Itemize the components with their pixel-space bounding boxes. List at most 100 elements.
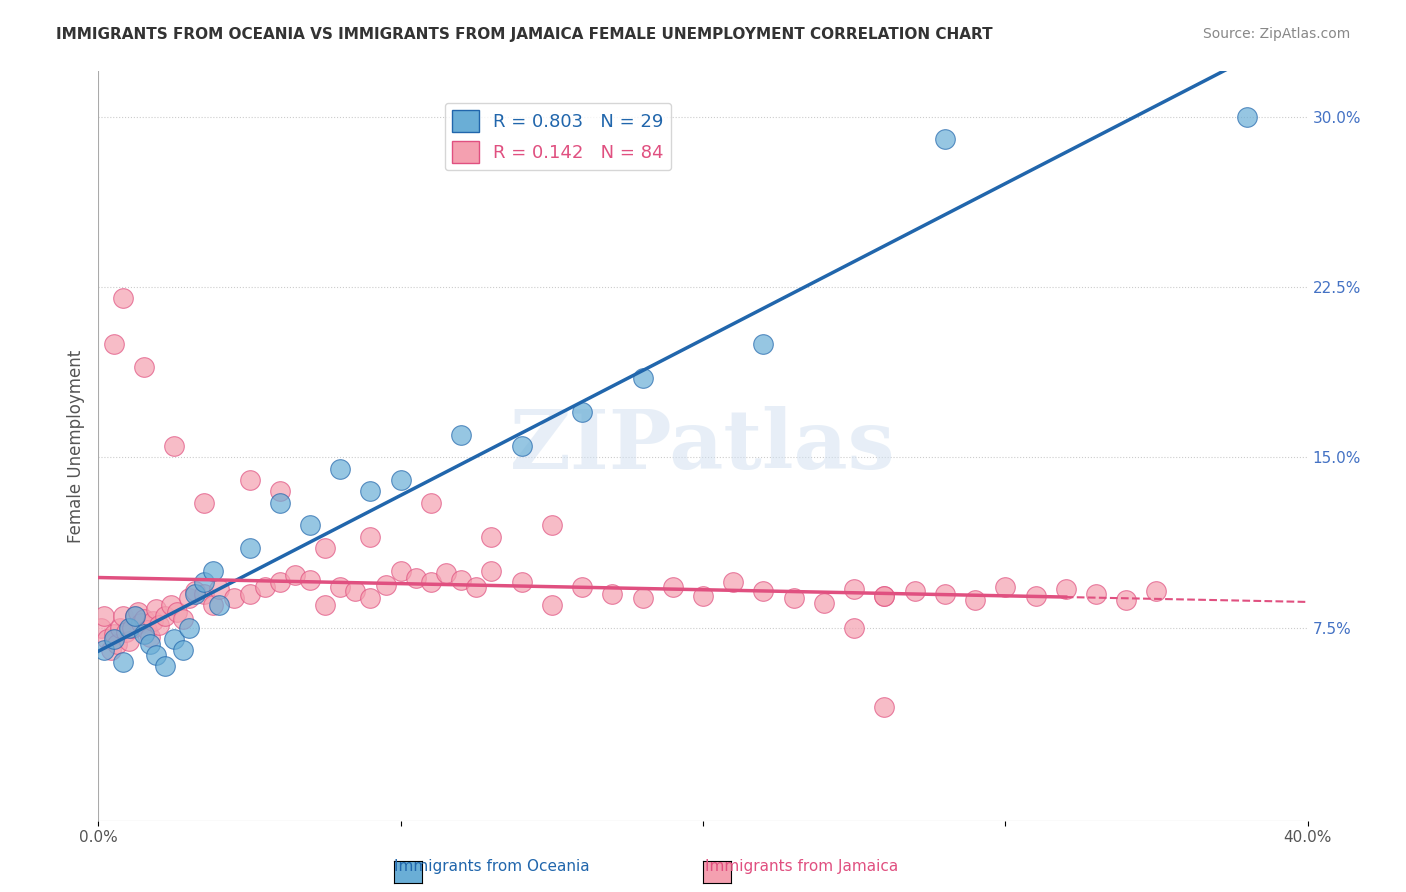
Point — [602, 586, 624, 600]
Point — [239, 473, 262, 487]
Point — [208, 598, 231, 612]
Point — [121, 621, 143, 635]
Point — [299, 573, 322, 587]
Point — [108, 621, 131, 635]
Point — [90, 621, 112, 635]
Text: IMMIGRANTS FROM OCEANIA VS IMMIGRANTS FROM JAMAICA FEMALE UNEMPLOYMENT CORRELATI: IMMIGRANTS FROM OCEANIA VS IMMIGRANTS FR… — [56, 27, 993, 42]
Point — [540, 518, 562, 533]
Point — [163, 632, 186, 646]
Point — [405, 571, 427, 585]
Point — [139, 636, 162, 650]
Text: Source: ZipAtlas.com: Source: ZipAtlas.com — [1202, 27, 1350, 41]
Point — [172, 643, 194, 657]
Point — [873, 589, 896, 603]
Point — [1236, 110, 1258, 124]
Point — [374, 577, 396, 591]
Point — [965, 593, 987, 607]
Point — [314, 541, 336, 556]
Point — [193, 575, 215, 590]
Point — [132, 627, 155, 641]
Point — [105, 636, 128, 650]
Point — [510, 575, 533, 590]
Point — [1054, 582, 1077, 596]
Point — [139, 630, 162, 644]
Legend: R = 0.803   N = 29, R = 0.142   N = 84: R = 0.803 N = 29, R = 0.142 N = 84 — [444, 103, 671, 170]
Point — [103, 627, 125, 641]
Point — [224, 591, 246, 606]
Point — [111, 655, 134, 669]
Point — [481, 530, 503, 544]
Point — [360, 530, 382, 544]
Point — [783, 591, 806, 606]
Point — [631, 591, 654, 606]
Point — [193, 586, 215, 600]
Point — [172, 611, 194, 625]
Point — [118, 621, 141, 635]
Point — [103, 632, 125, 646]
Point — [114, 625, 136, 640]
Point — [934, 586, 956, 600]
Point — [202, 564, 225, 578]
Point — [329, 580, 352, 594]
Point — [873, 700, 896, 714]
Point — [179, 591, 201, 606]
Point — [166, 605, 188, 619]
Point — [571, 405, 593, 419]
Point — [148, 618, 170, 632]
Point — [103, 336, 125, 351]
Point — [269, 484, 291, 499]
Point — [132, 359, 155, 374]
Point — [269, 575, 291, 590]
Point — [145, 648, 167, 662]
Point — [124, 609, 146, 624]
Point — [93, 609, 115, 624]
Point — [132, 611, 155, 625]
Point — [111, 609, 134, 624]
Point — [450, 427, 472, 442]
Point — [434, 566, 457, 581]
Point — [752, 584, 775, 599]
Point — [100, 643, 122, 657]
Point — [344, 584, 367, 599]
Point — [1024, 589, 1046, 603]
Point — [314, 598, 336, 612]
Point — [540, 598, 562, 612]
Point — [145, 602, 167, 616]
Point — [360, 484, 382, 499]
Point — [135, 623, 157, 637]
Point — [184, 586, 207, 600]
Point — [160, 598, 183, 612]
Point — [481, 564, 503, 578]
Point — [124, 609, 146, 624]
Point — [844, 582, 866, 596]
Point — [465, 580, 488, 594]
Point — [994, 580, 1017, 594]
Point — [450, 573, 472, 587]
Point — [571, 580, 593, 594]
Text: Immigrants from Oceania: Immigrants from Oceania — [394, 859, 591, 874]
Point — [153, 609, 176, 624]
Text: ZIPatlas: ZIPatlas — [510, 406, 896, 486]
Point — [239, 586, 262, 600]
Point — [420, 575, 443, 590]
Point — [389, 564, 412, 578]
Point — [844, 621, 866, 635]
Point — [111, 292, 134, 306]
Point — [1085, 586, 1108, 600]
Point — [127, 605, 149, 619]
Point — [163, 439, 186, 453]
Point — [253, 580, 276, 594]
Point — [142, 614, 165, 628]
Point — [631, 371, 654, 385]
Point — [661, 580, 683, 594]
Point — [873, 589, 896, 603]
Point — [193, 496, 215, 510]
Text: Immigrants from Jamaica: Immigrants from Jamaica — [704, 859, 898, 874]
Point — [202, 598, 225, 612]
Point — [389, 473, 412, 487]
Point — [934, 132, 956, 146]
Point — [93, 643, 115, 657]
Point — [510, 439, 533, 453]
Point — [284, 568, 307, 582]
Point — [813, 596, 835, 610]
